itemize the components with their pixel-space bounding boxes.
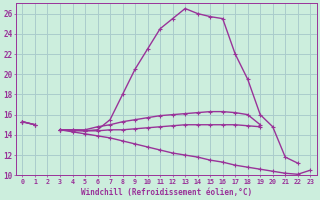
X-axis label: Windchill (Refroidissement éolien,°C): Windchill (Refroidissement éolien,°C) <box>81 188 252 197</box>
